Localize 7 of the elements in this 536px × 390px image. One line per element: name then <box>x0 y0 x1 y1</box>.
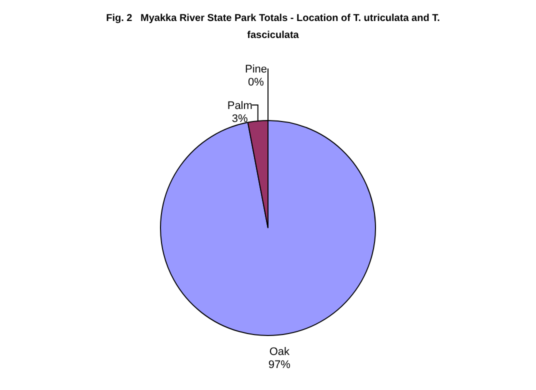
text: 0% <box>248 76 264 88</box>
data-label: 97% <box>268 358 291 371</box>
slice-label: Palm <box>227 100 252 112</box>
chart-title: Fig. 2 Myakka River State Park Totals - Location of T. utriculata and T. fasciculata <box>105 12 441 43</box>
data-label: 3% <box>232 112 248 125</box>
category-label: Pine <box>244 64 268 76</box>
slice-label: Oak <box>269 346 290 358</box>
